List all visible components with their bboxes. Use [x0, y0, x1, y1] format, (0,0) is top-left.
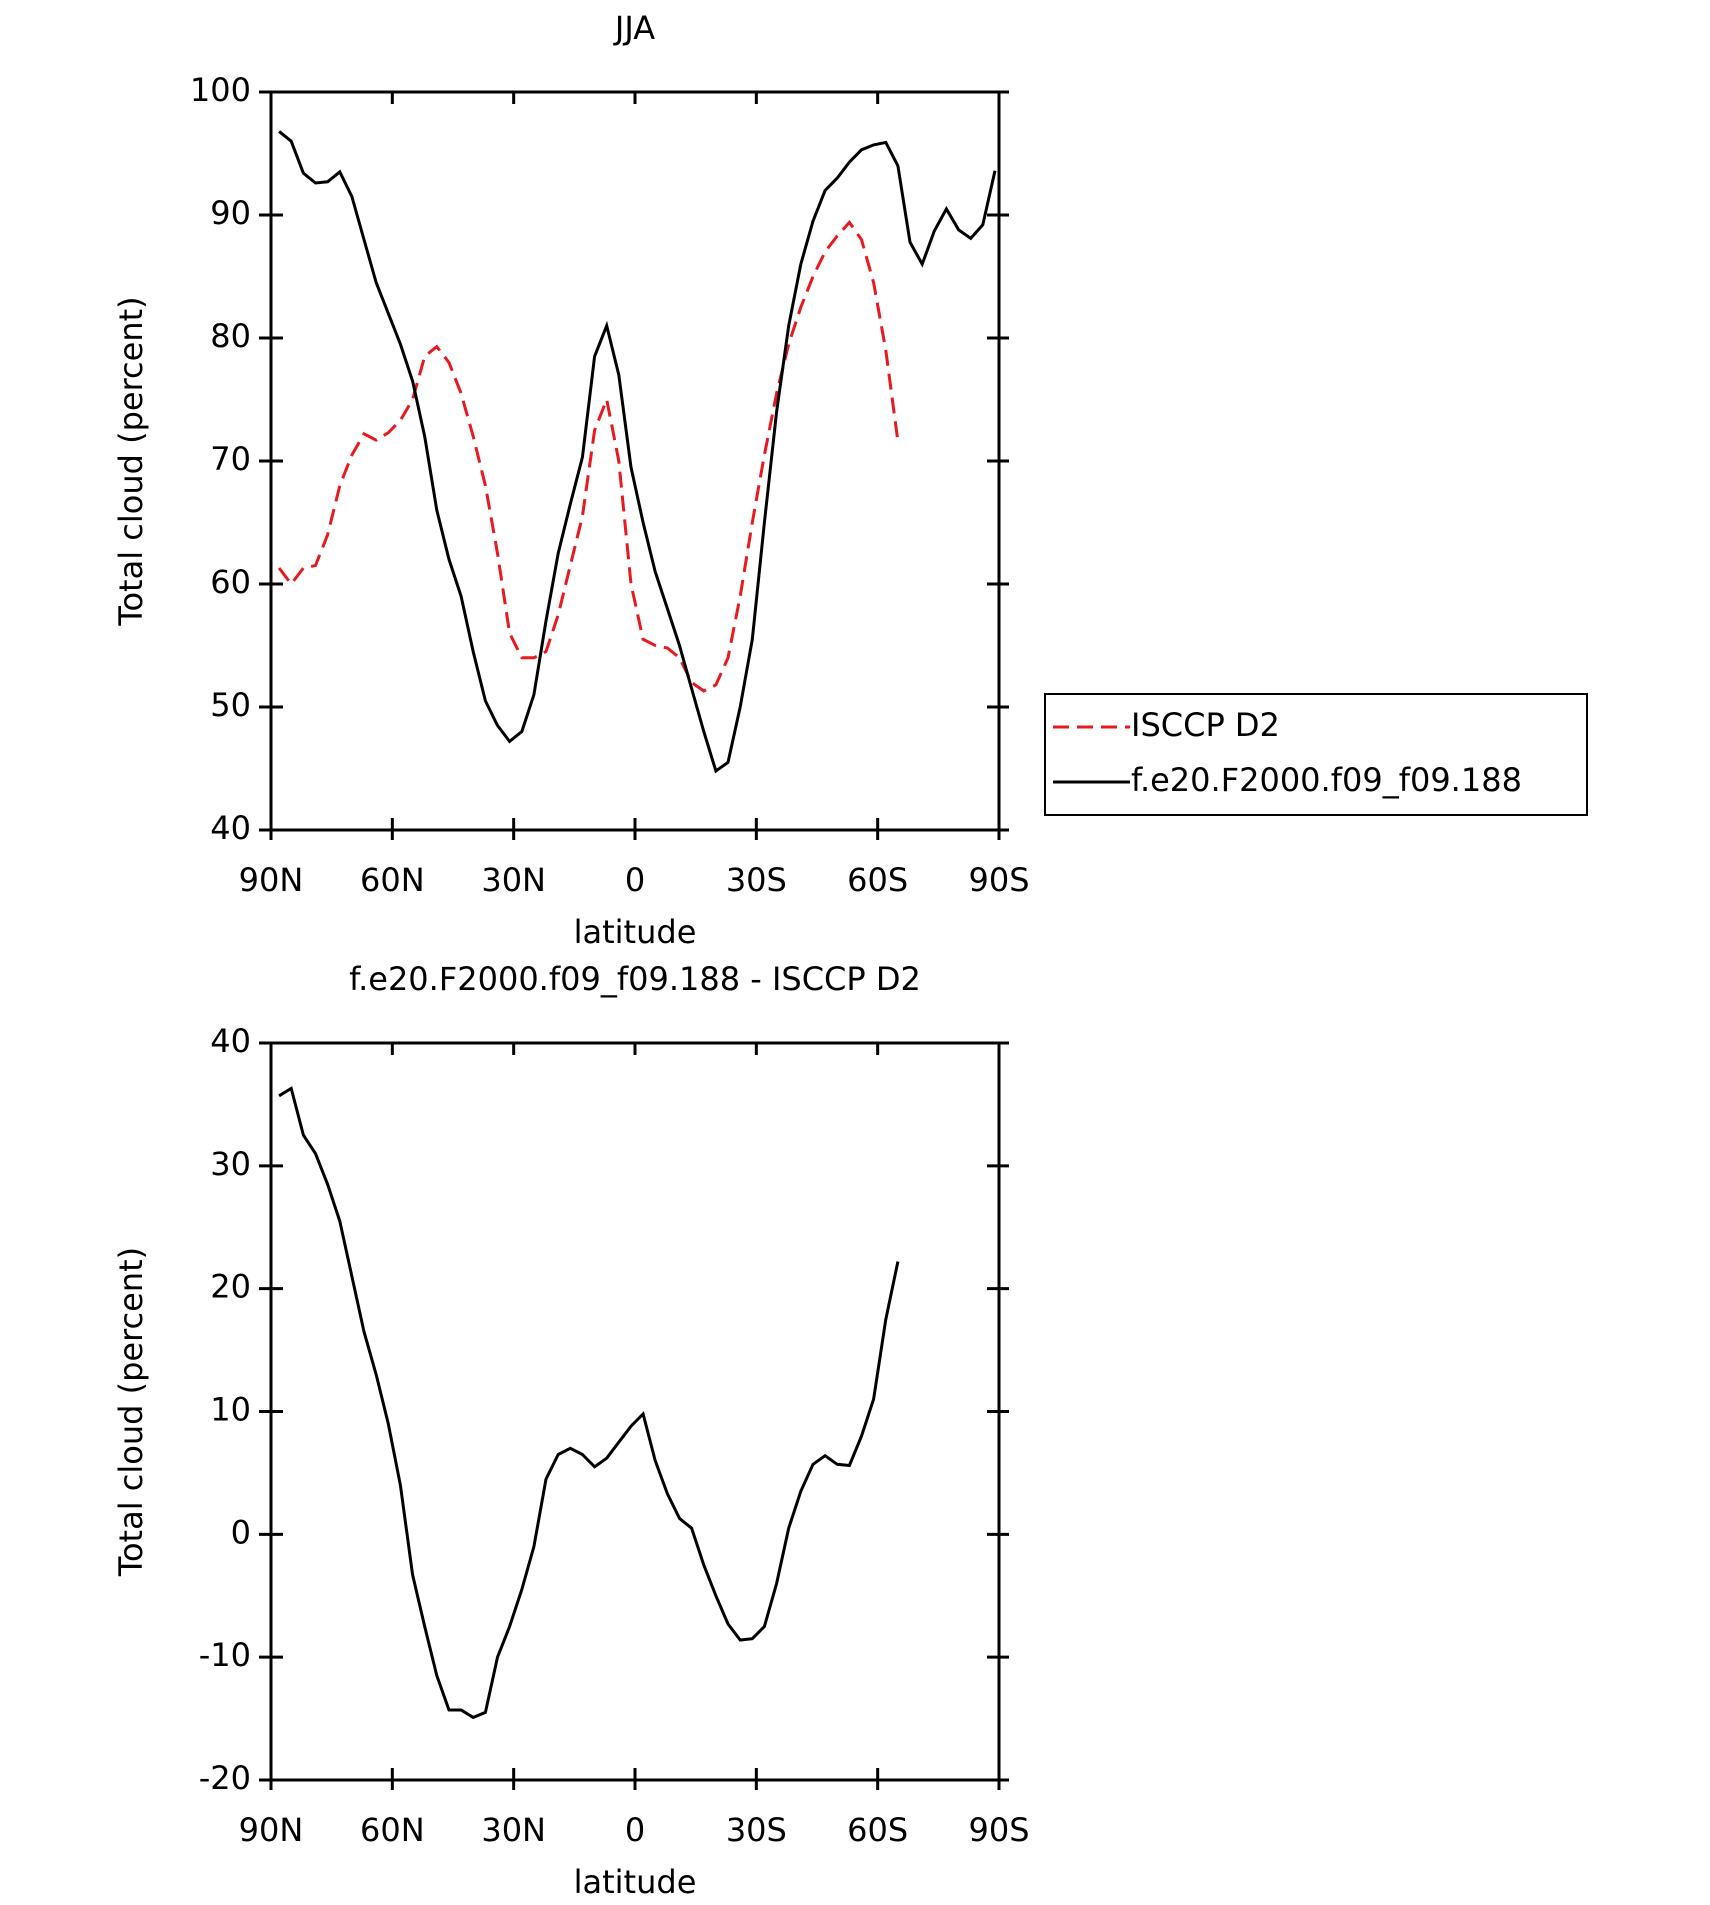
- y-tick-label: 90: [210, 194, 251, 232]
- x-tick-label: 60S: [847, 861, 908, 899]
- y-tick-label: 60: [210, 563, 251, 601]
- y-axis-label: Total cloud (percent): [112, 1247, 150, 1577]
- y-tick-label: 10: [210, 1391, 251, 1429]
- x-axis-label: latitude: [574, 913, 697, 951]
- y-tick-label: -10: [199, 1636, 251, 1674]
- x-tick-label: 30N: [481, 861, 546, 899]
- x-tick-label: 90S: [968, 1811, 1029, 1849]
- y-tick-label: 30: [210, 1145, 251, 1183]
- y-tick-label: -20: [199, 1759, 251, 1797]
- legend-label: f.e20.F2000.f09_f09.188: [1131, 761, 1522, 799]
- x-tick-label: 0: [625, 861, 645, 899]
- x-tick-label: 60N: [360, 1811, 425, 1849]
- y-tick-label: 80: [210, 317, 251, 355]
- y-axis-label: Total cloud (percent): [112, 296, 150, 626]
- data-line: [278, 1086, 900, 1720]
- chart-title: f.e20.F2000.f09_f09.188 - ISCCP D2: [349, 960, 921, 998]
- x-tick-label: 60S: [847, 1811, 908, 1849]
- y-tick-label: 20: [210, 1268, 251, 1306]
- x-tick-label: 90S: [968, 861, 1029, 899]
- y-tick-label: 100: [190, 71, 251, 109]
- plot-frame: [269, 90, 1001, 832]
- data-line: [278, 130, 997, 774]
- x-tick-label: 30N: [481, 1811, 546, 1849]
- y-tick-label: 50: [210, 686, 251, 724]
- legend-frame: [1044, 693, 1588, 816]
- y-tick-label: 70: [210, 440, 251, 478]
- x-tick-label: 30S: [726, 1811, 787, 1849]
- x-tick-label: 0: [625, 1811, 645, 1849]
- chart-title: JJA: [613, 9, 655, 47]
- data-line: [277, 220, 900, 693]
- legend-label: ISCCP D2: [1131, 706, 1280, 744]
- x-tick-label: 90N: [239, 861, 304, 899]
- x-tick-label: 30S: [726, 861, 787, 899]
- y-tick-label: 40: [210, 809, 251, 847]
- x-tick-label: 60N: [360, 861, 425, 899]
- plot-frame: [269, 1041, 1001, 1782]
- x-axis-label: latitude: [574, 1863, 697, 1901]
- x-tick-label: 90N: [239, 1811, 304, 1849]
- y-tick-label: 0: [231, 1513, 251, 1551]
- y-tick-label: 40: [210, 1022, 251, 1060]
